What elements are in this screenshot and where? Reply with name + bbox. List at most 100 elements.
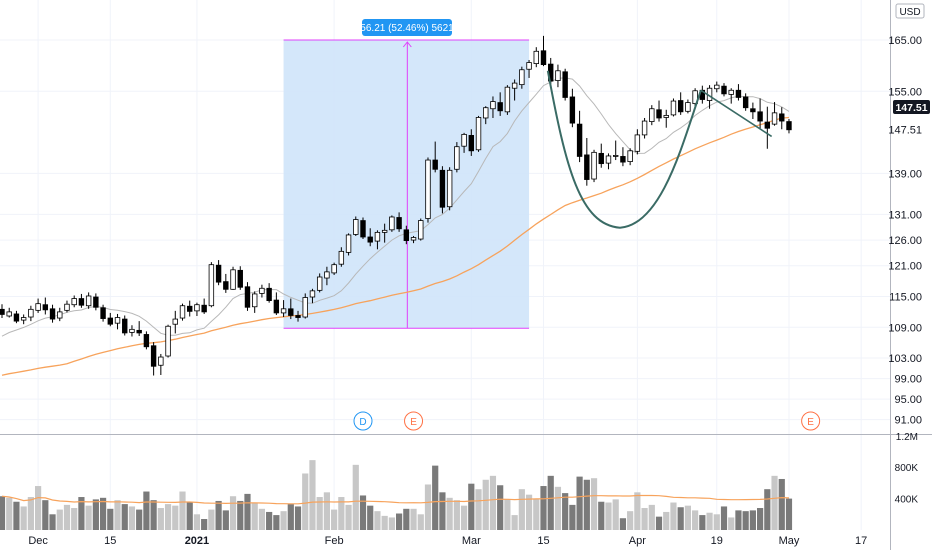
volume-bar	[670, 502, 677, 530]
measure-arrowhead	[402, 41, 412, 48]
candle-body	[504, 86, 511, 113]
candle	[78, 293, 85, 308]
candle	[641, 117, 648, 139]
candle-body	[786, 121, 792, 131]
candle	[584, 137, 590, 186]
price-tick: 95.00	[894, 394, 922, 406]
volume-bar	[157, 508, 164, 530]
candle	[396, 212, 402, 232]
candle	[764, 106, 771, 149]
candle	[85, 292, 92, 309]
price-tick: 91.00	[894, 415, 922, 427]
candle-body	[771, 112, 778, 125]
volume-bar	[63, 504, 71, 530]
volume-bar	[150, 500, 157, 530]
price-tick: 99.00	[894, 374, 922, 386]
candle-body	[150, 345, 157, 367]
candle	[302, 293, 308, 319]
candle-body	[490, 101, 496, 110]
candle-body	[425, 159, 431, 219]
candle	[288, 298, 294, 320]
candle-body	[309, 290, 316, 298]
price-tick: 103.00	[888, 353, 922, 365]
volume-axis: 1.2M 800K 400K	[895, 432, 919, 506]
candle-body	[215, 264, 222, 283]
volume-bar	[309, 460, 316, 530]
volume-bar	[27, 497, 34, 530]
candle	[172, 310, 178, 334]
candle-body	[367, 236, 373, 243]
candle-body	[461, 133, 467, 147]
volume-bar	[619, 518, 627, 530]
candle	[20, 314, 27, 325]
volume-bar	[547, 475, 554, 530]
cup-pattern-drawing	[546, 70, 773, 229]
volume-bar	[13, 501, 20, 530]
candle	[750, 102, 756, 120]
price-tick: 147.51	[888, 125, 922, 137]
price-tick: 155.00	[888, 86, 922, 98]
candle-body	[685, 102, 691, 112]
candle-body	[259, 287, 265, 294]
candle-body	[714, 84, 720, 90]
candle-body	[179, 305, 186, 319]
candle-body	[288, 308, 294, 316]
candle	[591, 149, 597, 183]
volume-bar	[42, 500, 49, 530]
candle-body	[266, 287, 272, 302]
volume-bar	[713, 514, 720, 530]
event-marker: E	[404, 411, 424, 431]
candle	[42, 297, 49, 315]
candle-body	[576, 123, 583, 157]
candle-body	[742, 96, 749, 109]
candle-body	[201, 304, 207, 313]
candle	[237, 266, 243, 290]
volume-bar	[576, 476, 583, 530]
price-tick: 109.00	[888, 322, 922, 334]
candle-body	[519, 69, 525, 86]
candle-body	[475, 117, 482, 151]
candle-body	[533, 50, 539, 64]
candle-body	[143, 334, 150, 348]
candle	[454, 142, 460, 173]
candle-body	[6, 311, 12, 317]
candle	[569, 88, 576, 128]
volume-bar	[432, 465, 439, 530]
volume-bar	[554, 486, 562, 530]
volume-bar	[590, 478, 598, 530]
candle	[410, 235, 417, 244]
candle-body	[605, 155, 612, 164]
volume-bar	[143, 491, 150, 530]
volume-bar	[735, 510, 742, 530]
event-marker-circle	[801, 411, 821, 431]
volume-bar	[677, 507, 684, 530]
volume-bar	[244, 493, 251, 530]
candle-body	[71, 298, 77, 306]
candle	[215, 260, 222, 286]
volume-bar	[186, 501, 193, 530]
volume-bar	[778, 478, 785, 530]
candle	[511, 79, 518, 101]
price-tick: 139.00	[888, 168, 922, 180]
volume-bar	[453, 500, 460, 530]
volume-bar	[475, 489, 482, 530]
candle	[6, 307, 12, 318]
candle	[779, 107, 785, 130]
candle	[93, 293, 99, 311]
candle-body	[432, 159, 438, 170]
price-tick: 121.00	[888, 261, 922, 273]
candle	[367, 228, 373, 247]
candle-body	[454, 146, 460, 170]
candle-body	[627, 150, 633, 162]
candle	[230, 266, 236, 290]
volume-tick: 1.2M	[896, 432, 918, 443]
volume-bar	[525, 494, 533, 530]
candle	[345, 233, 352, 256]
volume-bar	[533, 499, 540, 530]
volume-bar	[20, 506, 27, 530]
candle-body	[324, 271, 330, 279]
volume-bar	[164, 504, 172, 530]
volume-bar	[179, 491, 186, 530]
candle-body	[353, 219, 359, 235]
